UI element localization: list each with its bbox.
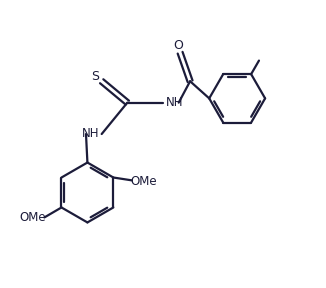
Text: O: O (174, 39, 184, 52)
Text: OMe: OMe (19, 211, 46, 224)
Text: OMe: OMe (130, 175, 157, 188)
Text: NH: NH (82, 127, 99, 140)
Text: S: S (91, 70, 99, 83)
Text: NH: NH (166, 96, 183, 109)
